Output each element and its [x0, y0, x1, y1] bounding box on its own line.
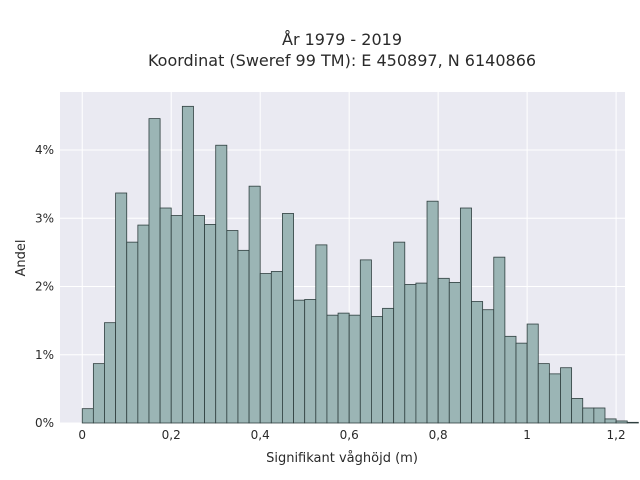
- histogram-bar: [560, 367, 573, 424]
- histogram-bar: [548, 373, 561, 424]
- histogram-bar: [81, 408, 94, 424]
- histogram-bar: [571, 398, 584, 424]
- chart-title-line-2: Koordinat (Sweref 99 TM): E 450897, N 61…: [148, 51, 536, 70]
- y-tick-label: 3%: [35, 211, 54, 225]
- histogram-bar: [593, 407, 606, 424]
- histogram-bar: [504, 335, 517, 424]
- histogram-bar: [526, 323, 539, 424]
- histogram-bar: [215, 144, 228, 424]
- x-tick-label: 0,2: [162, 428, 181, 442]
- y-axis-label: Andel: [14, 240, 29, 277]
- histogram-bar: [382, 307, 395, 424]
- histogram-bar: [137, 224, 150, 424]
- histogram-bar: [170, 215, 183, 424]
- histogram-bar: [92, 363, 105, 424]
- histogram-bar: [304, 299, 317, 424]
- histogram-bar: [604, 418, 617, 424]
- tick-labels: 0 0,2 0,4 0,6 0,8 1 1,2 0% 1% 2% 3% 4%: [35, 143, 626, 442]
- histogram-bar: [626, 421, 639, 424]
- histogram-bar: [615, 420, 628, 424]
- histogram-bar: [248, 185, 261, 424]
- histogram-bar: [126, 241, 139, 424]
- histogram-bar: [415, 282, 428, 424]
- histogram-bar: [226, 230, 239, 424]
- x-tick-label: 0: [78, 428, 86, 442]
- y-tick-label: 4%: [35, 143, 54, 157]
- histogram-bar: [493, 256, 506, 424]
- histogram-bar: [371, 316, 383, 424]
- x-tick-label: 1,2: [607, 428, 626, 442]
- histogram-bar: [426, 200, 439, 424]
- x-tick-label: 1: [523, 428, 531, 442]
- histogram-bar: [259, 273, 272, 424]
- histogram-bar: [181, 105, 194, 424]
- histogram-bar: [115, 192, 128, 424]
- histogram-bar: [337, 312, 350, 424]
- histogram-bar: [282, 213, 294, 424]
- histogram-bar: [393, 241, 406, 424]
- histogram-bar: [293, 299, 306, 424]
- bars: [81, 105, 639, 424]
- y-tick-label: 2%: [35, 280, 54, 294]
- x-tick-label: 0,4: [251, 428, 270, 442]
- histogram-bar: [348, 314, 361, 424]
- histogram-bar: [448, 282, 461, 424]
- histogram-bar: [104, 322, 117, 424]
- histogram-bar: [471, 301, 484, 424]
- histogram-bar: [315, 244, 328, 424]
- histogram-bar: [582, 407, 595, 424]
- x-tick-label: 0,8: [429, 428, 448, 442]
- y-tick-label: 0%: [35, 416, 54, 430]
- histogram-bar: [404, 284, 417, 424]
- histogram-bar: [270, 271, 283, 424]
- histogram-bar: [359, 259, 372, 424]
- histogram-bar: [204, 223, 217, 424]
- x-axis-label: Signifikant våghöjd (m): [266, 451, 418, 466]
- histogram-bar: [326, 314, 339, 424]
- histogram-bar: [159, 207, 172, 424]
- histogram-bar: [537, 363, 550, 424]
- histogram-bar: [148, 118, 161, 424]
- histogram-bar: [482, 309, 495, 424]
- histogram-bar: [459, 207, 472, 424]
- histogram-bar: [193, 215, 205, 424]
- y-tick-label: 1%: [35, 348, 54, 362]
- x-tick-label: 0,6: [340, 428, 359, 442]
- histogram-bar: [237, 249, 250, 424]
- histogram-bar: [515, 342, 528, 424]
- histogram-bar: [437, 277, 450, 424]
- chart-title-line-1: År 1979 - 2019: [282, 30, 402, 49]
